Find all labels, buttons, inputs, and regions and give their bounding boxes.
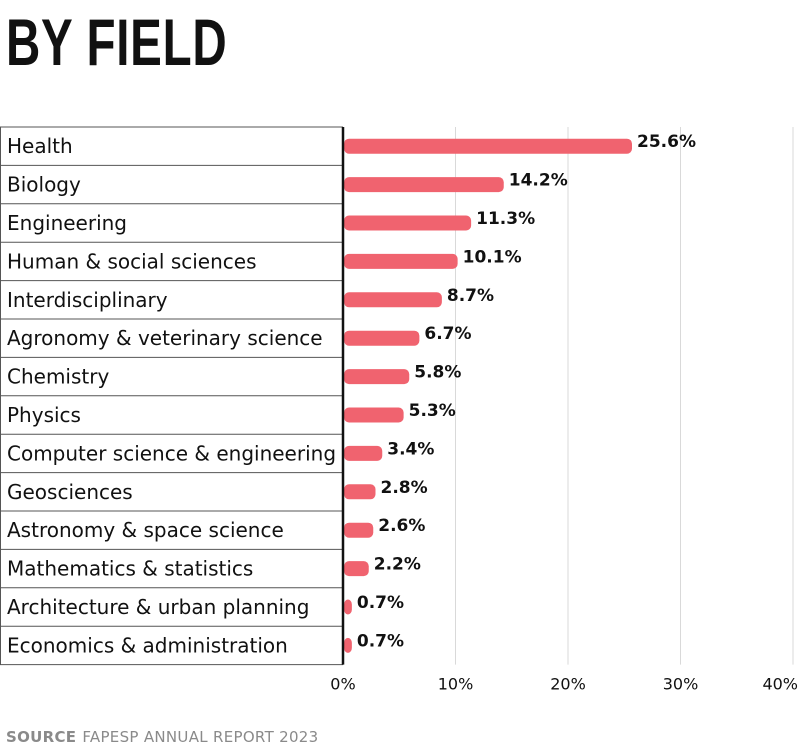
- value-label: 0.7%: [357, 593, 404, 613]
- row-rules: [0, 126, 343, 666]
- value-label: 10.1%: [463, 247, 522, 267]
- bar: [344, 445, 383, 461]
- x-axis-ticks: 0% 10% 20% 30% 40%: [330, 675, 798, 694]
- x-tick-label: 40%: [762, 675, 798, 694]
- category-label: Biology: [7, 173, 81, 197]
- category-label: Mathematics & statistics: [7, 557, 253, 581]
- bar: [344, 599, 352, 615]
- bar: [344, 407, 404, 423]
- bar: [344, 177, 504, 193]
- value-label: 3.4%: [387, 439, 434, 459]
- bar: [344, 330, 420, 346]
- category-labels: Health Biology Engineering Human & social s…: [7, 134, 336, 657]
- bar: [344, 369, 410, 385]
- value-label: 5.3%: [409, 401, 456, 421]
- bar-chart: Health Biology Engineering Human & social s…: [0, 126, 798, 694]
- value-label: 2.8%: [381, 478, 428, 498]
- value-label: 5.8%: [414, 363, 461, 383]
- category-label: Interdisciplinary: [7, 288, 168, 312]
- value-label: 11.3%: [476, 209, 535, 229]
- x-tick-label: 20%: [550, 675, 586, 694]
- category-label: Astronomy & space science: [7, 518, 284, 542]
- value-label: 0.7%: [357, 631, 404, 651]
- grid-layer: [455, 127, 794, 665]
- value-label: 2.6%: [378, 516, 425, 536]
- category-label: Health: [7, 134, 73, 158]
- bar: [344, 138, 632, 154]
- bar: [344, 253, 458, 269]
- category-label: Architecture & urban planning: [7, 595, 309, 619]
- x-tick-label: 30%: [663, 675, 699, 694]
- bar: [344, 561, 369, 577]
- chart-title: BY FIELD: [6, 5, 228, 79]
- category-label: Human & social sciences: [7, 249, 257, 273]
- source-text: FAPESP ANNUAL REPORT 2023: [82, 728, 319, 746]
- value-label: 8.7%: [447, 286, 494, 306]
- x-tick-label: 10%: [438, 675, 474, 694]
- source-note: SOURCE FAPESP ANNUAL REPORT 2023: [6, 728, 318, 746]
- category-label: Physics: [7, 403, 81, 427]
- bar: [344, 215, 472, 231]
- value-labels: 25.6% 14.2% 11.3% 10.1% 8.7% 6.7% 5.8% 5.3% 3.4%…: [357, 132, 696, 651]
- source-label: SOURCE: [6, 728, 77, 746]
- category-label: Geosciences: [7, 480, 133, 504]
- value-label: 6.7%: [424, 324, 471, 344]
- value-label: 14.2%: [509, 171, 568, 191]
- category-label: Engineering: [7, 211, 127, 235]
- bar: [344, 522, 374, 538]
- category-label: Computer science & engineering: [7, 441, 336, 465]
- category-label: Economics & administration: [7, 633, 288, 657]
- category-label: Agronomy & veterinary science: [7, 326, 323, 350]
- category-label: Chemistry: [7, 365, 109, 389]
- bars: [344, 138, 632, 653]
- bar: [344, 292, 442, 308]
- bar: [344, 484, 376, 500]
- value-label: 25.6%: [637, 132, 696, 152]
- bar: [344, 637, 352, 653]
- value-label: 2.2%: [374, 555, 421, 575]
- x-tick-label: 0%: [330, 675, 355, 694]
